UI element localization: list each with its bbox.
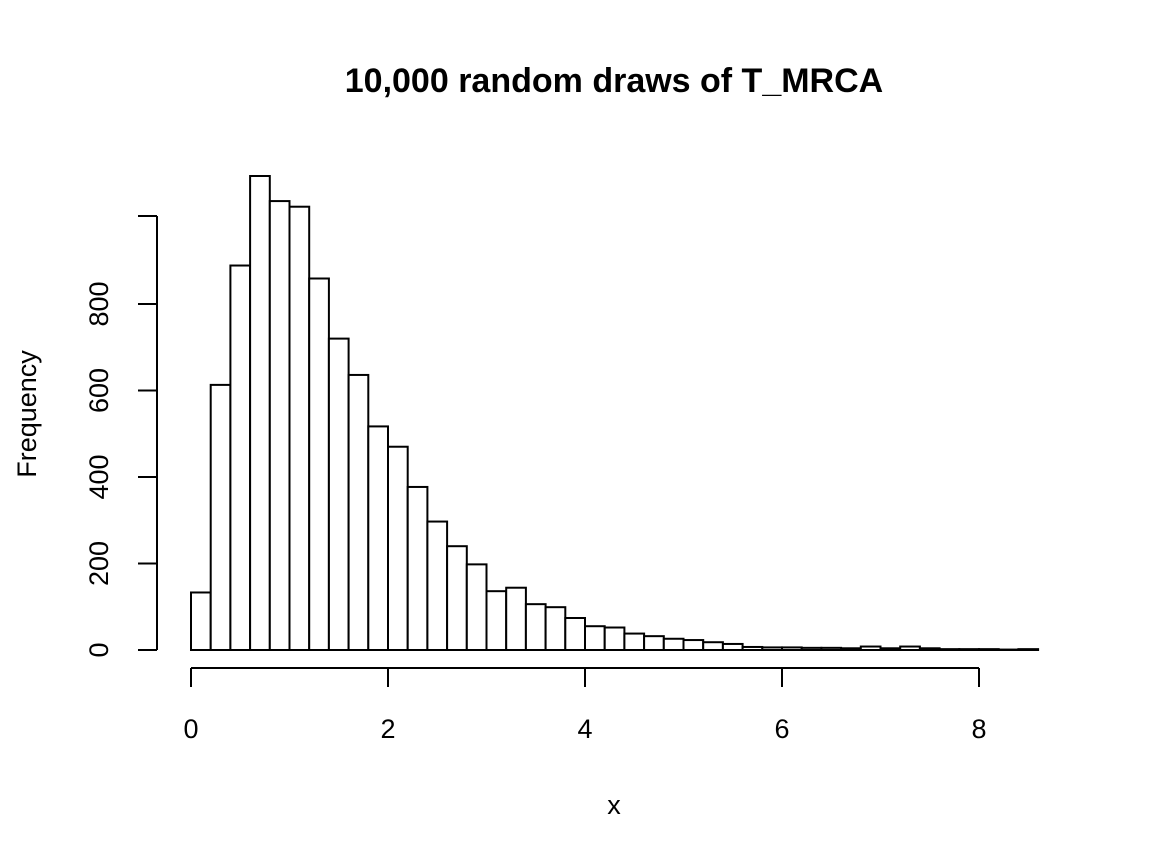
histogram-bar — [387, 445, 409, 652]
y-tick-label: 200 — [84, 541, 114, 586]
histogram-bar — [879, 647, 902, 652]
histogram-bar — [288, 205, 311, 652]
histogram-bar — [209, 383, 232, 651]
histogram-bar — [190, 591, 212, 651]
histogram-bar — [249, 175, 271, 651]
histogram-bar — [918, 647, 941, 652]
x-tick-label: 4 — [577, 714, 592, 744]
x-tick-label: 6 — [774, 714, 789, 744]
histogram-bar — [367, 425, 389, 651]
y-tick-label: 0 — [84, 642, 114, 657]
histogram-bar — [603, 626, 626, 652]
histogram-bar — [426, 520, 449, 651]
histogram-bar — [643, 635, 665, 651]
histogram-bar — [840, 647, 862, 652]
histogram-bar — [446, 545, 468, 652]
histogram-bar — [524, 603, 547, 651]
y-axis: 0 200 400 600 800 — [84, 215, 158, 658]
histogram-bar — [741, 645, 764, 651]
bars — [190, 175, 1040, 652]
histogram-bar — [702, 641, 724, 651]
histogram-bar — [347, 373, 370, 651]
y-tick-label: 800 — [84, 281, 114, 326]
histogram-bar — [1017, 648, 1040, 652]
histogram-bar — [229, 264, 252, 651]
histogram-bar — [564, 617, 586, 651]
x-tick-label: 2 — [380, 714, 395, 744]
histogram-bar — [544, 606, 567, 651]
histogram-bar — [958, 648, 980, 652]
histogram-bar — [938, 648, 961, 652]
histogram-bar — [761, 646, 783, 651]
histogram-bar — [327, 337, 350, 651]
x-axis: 0 2 4 6 8 — [183, 667, 987, 744]
histogram-bar — [859, 645, 882, 651]
x-axis-label: x — [607, 790, 621, 820]
histogram-bar — [820, 646, 843, 652]
y-axis-label: Frequency — [12, 350, 42, 478]
histogram-bar — [406, 485, 429, 652]
chart-title: 10,000 random draws of T_MRCA — [345, 62, 883, 100]
y-tick-label: 400 — [84, 454, 114, 499]
histogram-bar — [485, 590, 508, 651]
histogram-bar — [584, 625, 606, 652]
histogram-bar — [978, 648, 1000, 652]
histogram-bar — [308, 277, 330, 651]
histogram-bar — [623, 632, 646, 652]
histogram-bar — [505, 586, 527, 651]
histogram-bar — [800, 646, 823, 652]
histogram-bar — [465, 563, 488, 651]
histogram-bar — [781, 646, 803, 651]
y-tick-label: 600 — [84, 368, 114, 413]
histogram-bar — [682, 639, 705, 651]
histogram-bar — [662, 637, 685, 652]
x-tick-label: 8 — [971, 714, 986, 744]
x-tick-label: 0 — [183, 714, 198, 744]
histogram-bar — [721, 642, 744, 652]
histogram-bar — [899, 645, 921, 651]
histogram-bar — [268, 200, 291, 652]
